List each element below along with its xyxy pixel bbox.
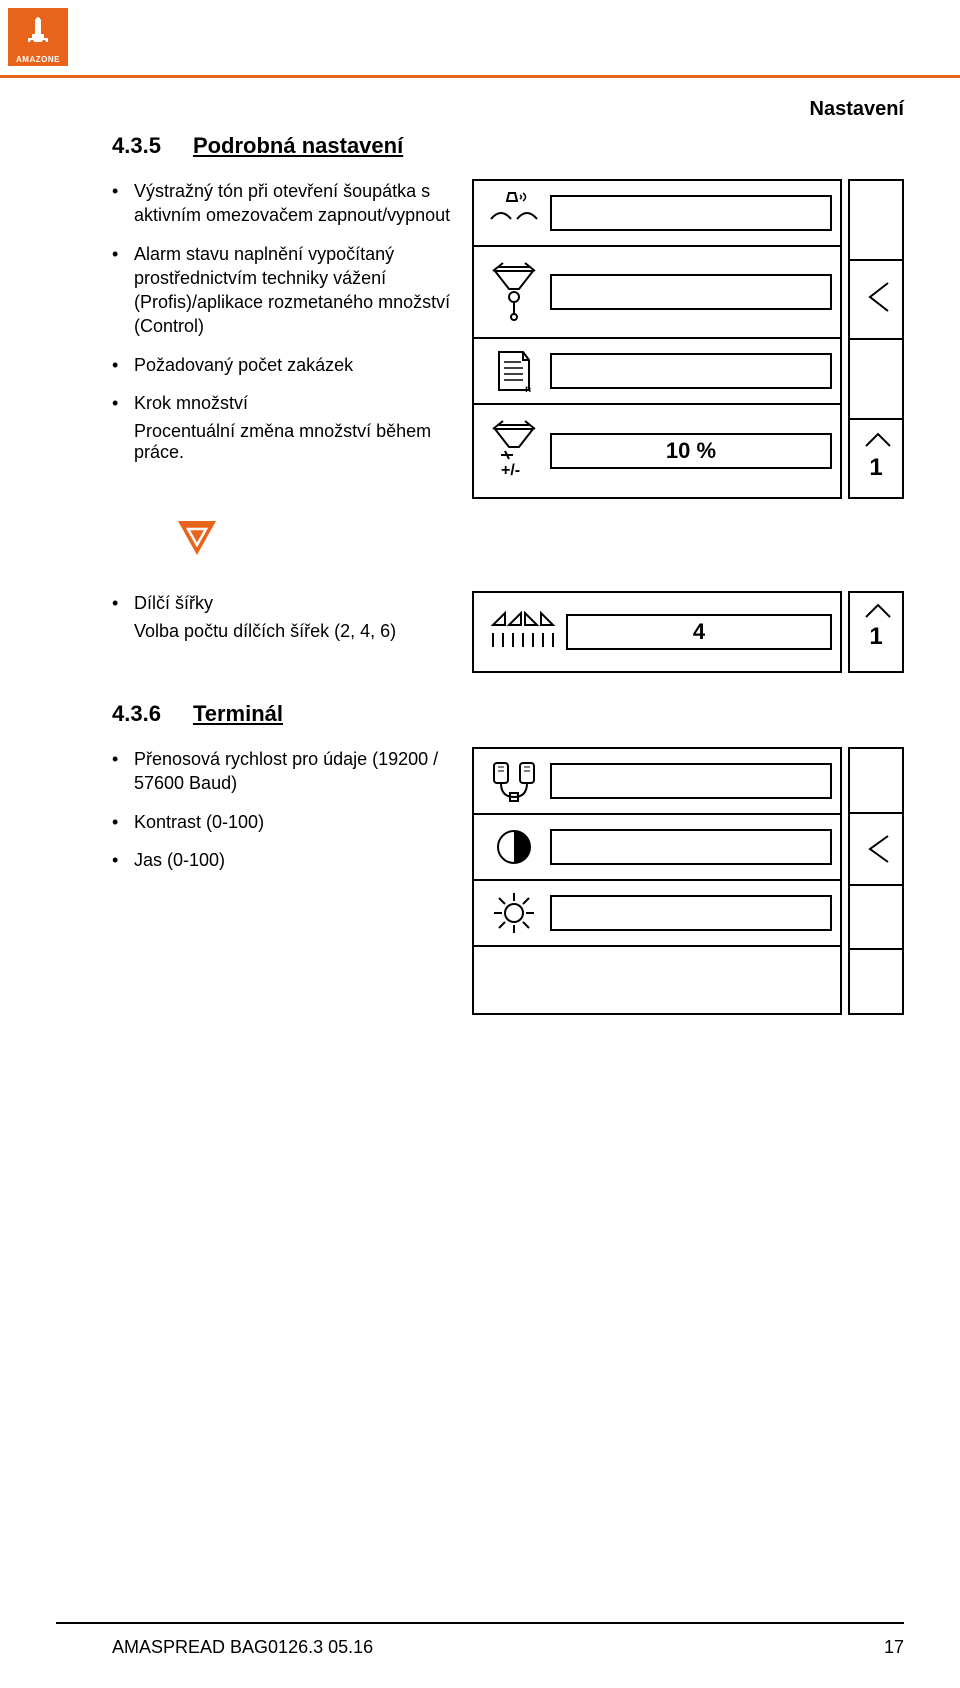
bullet-qty-step-sub: Procentuální změna množství během práce. — [112, 421, 452, 463]
contrast-icon — [482, 825, 546, 869]
sun-icon — [482, 889, 546, 937]
warning-triangle-icon — [174, 517, 220, 561]
brand-name: AMAZONE — [8, 55, 68, 64]
page-number: 17 — [884, 1637, 904, 1658]
field-alarm-tone[interactable] — [550, 195, 832, 231]
row-brightness — [474, 881, 840, 947]
section-number: 4.3.5 — [112, 133, 161, 158]
row-job-count: n — [474, 339, 840, 405]
brand-logo: AMAZONE — [8, 8, 68, 66]
side-436-2[interactable] — [850, 814, 902, 886]
speaker-slider-icon — [482, 189, 546, 237]
logo-bar: AMAZONE — [0, 0, 960, 71]
bullet-brightness: Jas (0-100) — [112, 848, 452, 872]
field-job-count[interactable] — [550, 353, 832, 389]
side-value-partial: 1 — [850, 623, 902, 651]
section-435-title: 4.3.5 Podrobná nastavení — [112, 133, 904, 159]
field-qty-step[interactable]: 10 % — [550, 433, 832, 469]
field-fill-alarm[interactable] — [550, 274, 832, 310]
bullet-partial-widths: Dílčí šířky — [112, 591, 452, 615]
field-contrast[interactable] — [550, 829, 832, 865]
side-cell-1[interactable] — [850, 181, 902, 261]
chevron-up-icon — [850, 422, 906, 458]
hopper-plusminus-icon: +/- — [482, 415, 546, 487]
seeder-icon — [22, 14, 54, 44]
side-value-435: 1 — [850, 454, 902, 482]
svg-text:n: n — [525, 384, 531, 395]
row-partial: 4 — [474, 593, 840, 671]
partial-sub: Volba počtu dílčích šířek (2, 4, 6) — [112, 621, 452, 642]
bullet-contrast: Kontrast (0-100) — [112, 810, 452, 834]
breadcrumb: Nastavení — [112, 98, 904, 121]
footer-divider — [56, 1622, 904, 1624]
bullet-qty-step: Krok množství — [112, 391, 452, 415]
footer: AMASPREAD BAG0126.3 05.16 17 — [112, 1637, 904, 1658]
row-baud — [474, 749, 840, 815]
svg-text:+/-: +/- — [501, 462, 520, 479]
row-contrast — [474, 815, 840, 881]
side-cell-4[interactable]: 1 — [850, 420, 902, 498]
section-name: Podrobná nastavení — [193, 133, 403, 158]
section-number: 4.3.6 — [112, 701, 161, 726]
section-436-panel — [472, 747, 904, 1015]
section-435-bullets: Výstražný tón při otevření šoupátka s ak… — [112, 179, 472, 463]
section-435-panel: n +/- 10 % — [472, 179, 904, 499]
bullet-alarm-tone: Výstražný tón při otevření šoupátka s ak… — [112, 179, 452, 228]
row-empty — [474, 947, 840, 1013]
side-cell-2[interactable] — [850, 261, 902, 341]
field-baud[interactable] — [550, 763, 832, 799]
side-436-4[interactable] — [850, 950, 902, 1013]
field-brightness[interactable] — [550, 895, 832, 931]
field-partial[interactable]: 4 — [566, 614, 832, 650]
sections-icon — [482, 605, 562, 659]
bullet-job-count: Požadovaný počet zakázek — [112, 353, 452, 377]
row-qty-step: +/- 10 % — [474, 405, 840, 497]
document-icon: n — [482, 346, 546, 396]
chevron-left-icon — [850, 261, 906, 333]
partial-bullets: Dílčí šířky Volba počtu dílčích šířek (2… — [112, 591, 472, 642]
side-cell-3[interactable] — [850, 340, 902, 420]
chevron-left-icon — [850, 814, 906, 884]
partial-side-cell[interactable]: 1 — [850, 593, 902, 671]
chevron-up-icon — [850, 595, 906, 625]
side-436-1[interactable] — [850, 749, 902, 814]
bullet-baud: Přenosová rychlost pro údaje (19200 / 57… — [112, 747, 452, 796]
partial-panel: 4 1 — [472, 591, 904, 673]
row-fill-alarm — [474, 247, 840, 339]
terminal-link-icon — [482, 755, 546, 807]
row-alarm-tone — [474, 181, 840, 247]
section-name: Terminál — [193, 701, 283, 726]
bullet-fill-alarm: Alarm stavu naplnění vypočítaný prostřed… — [112, 242, 452, 339]
section-436-title: 4.3.6 Terminál — [112, 701, 904, 727]
side-436-3[interactable] — [850, 886, 902, 951]
hopper-weigh-icon — [482, 257, 546, 327]
footer-doc-id: AMASPREAD BAG0126.3 05.16 — [112, 1637, 373, 1658]
section-436-bullets: Přenosová rychlost pro údaje (19200 / 57… — [112, 747, 472, 886]
